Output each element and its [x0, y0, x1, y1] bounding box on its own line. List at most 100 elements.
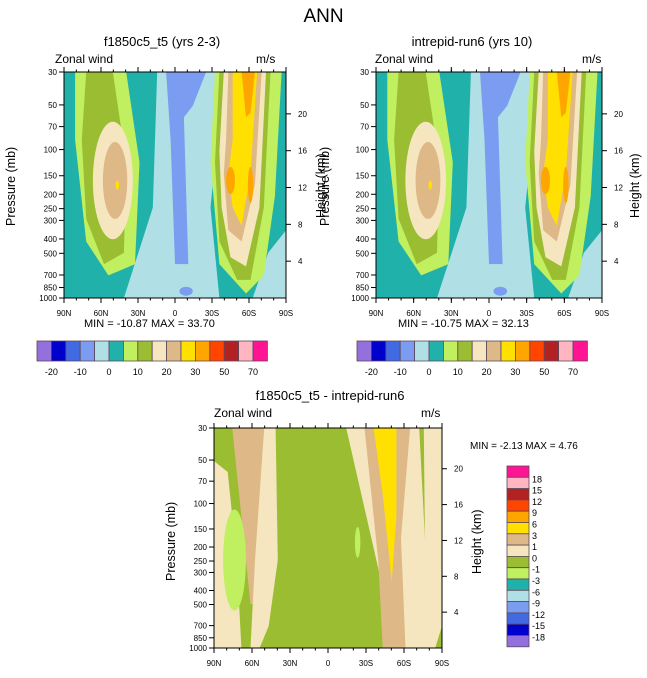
y-tick-label: 200 [356, 190, 370, 199]
plot-area [214, 428, 442, 648]
x-tick-label: 90N [57, 309, 72, 318]
colorbar-swatch [123, 340, 139, 362]
colorbar-swatch [385, 340, 401, 362]
x-tick-label: 90S [279, 309, 293, 318]
y-tick-label: 150 [194, 525, 208, 534]
colorbar-label: 50 [219, 367, 229, 377]
x-tick-label: 30S [205, 309, 219, 318]
colorbar-label: 15 [532, 486, 542, 496]
contour-fill-minus5-to-0 [179, 286, 193, 296]
y-tick-label: 200 [44, 190, 58, 199]
y-tick-label: 50 [198, 456, 207, 465]
y-tick-label: 250 [44, 205, 58, 214]
x-tick-label: 60S [242, 309, 256, 318]
x-tick-label: 0 [173, 309, 178, 318]
colorbar-swatch [506, 612, 530, 625]
height-tick-label: 12 [298, 184, 307, 193]
y-tick-label: 300 [44, 216, 58, 225]
colorbar-swatch [486, 340, 502, 362]
colorbar-swatch [506, 465, 530, 478]
x-tick-label: 30N [131, 309, 146, 318]
contour-fill-0-to-1 [423, 428, 442, 648]
y-tick-label: 70 [198, 477, 207, 486]
height-tick-label: 8 [298, 220, 303, 229]
contour-fill-0-to-1 [286, 549, 306, 646]
y-tick-label: 500 [194, 601, 208, 610]
colorbar-swatch [151, 340, 167, 362]
colorbar-swatch [506, 510, 530, 523]
panel-3-minmax: MIN = -2.13 MAX = 4.76 [470, 441, 578, 452]
panel-3-plot: 305070100150200250300400500700850100090N… [189, 423, 463, 668]
contour-fill-40-to-50 [226, 166, 235, 195]
y-tick-label: 300 [356, 216, 370, 225]
colorbar-label: 0 [106, 367, 111, 377]
colorbar-swatch [572, 340, 588, 362]
panel-1-minmax: MIN = -10.87 MAX = 33.70 [84, 318, 215, 330]
y-tick-label: 250 [356, 205, 370, 214]
panel-1-left-label: Zonal wind [55, 52, 114, 66]
colorbar-swatch [506, 567, 530, 580]
panel-2-left-label: Zonal wind [375, 52, 434, 66]
y-tick-label: 150 [44, 172, 58, 181]
height-tick-label: 16 [454, 501, 463, 510]
colorbar-swatch [223, 340, 239, 362]
y-tick-label: 850 [356, 284, 370, 293]
colorbar-swatch [506, 556, 530, 569]
contour-fill-25-to-30 [415, 142, 441, 219]
x-tick-label: 90N [369, 309, 384, 318]
contour-fill-minus5-to-0 [480, 72, 521, 265]
y-tick-label: 30 [48, 68, 57, 77]
y-tick-label: 250 [194, 557, 208, 566]
colorbar-swatch [79, 340, 96, 362]
contour-fill-3-to-6 [373, 428, 397, 582]
x-tick-label: 30N [283, 659, 298, 668]
y-tick-label: 1000 [39, 294, 57, 303]
y-tick-label: 400 [356, 235, 370, 244]
colorbar-label: -3 [532, 576, 540, 586]
colorbar-swatch [506, 522, 530, 535]
colorbar-label: -10 [74, 367, 87, 377]
height-tick-label: 8 [454, 572, 459, 581]
colorbar-swatch [443, 340, 459, 362]
contour-fill-minus5-to-0 [166, 72, 207, 265]
colorbar-swatch [428, 340, 444, 362]
contour-fill-40-to-50 [556, 72, 571, 118]
x-tick-label: 90S [435, 659, 449, 668]
colorbar-swatch [500, 340, 516, 362]
colorbar-label: -9 [532, 599, 540, 609]
colorbar-label: -10 [394, 367, 407, 377]
height-tick-label: 12 [454, 536, 463, 545]
contour-fill-minus5-to-0 [493, 286, 508, 296]
colorbar-label: 6 [532, 520, 537, 530]
plot-area [64, 72, 286, 298]
colorbar-label: 50 [539, 367, 549, 377]
x-tick-label: 60S [397, 659, 411, 668]
colorbar-label: 0 [426, 367, 431, 377]
colorbar-swatch [543, 340, 559, 362]
colorbar-label: 0 [532, 553, 537, 563]
colorbar-label: -18 [532, 633, 545, 643]
y-tick-label: 850 [194, 634, 208, 643]
x-tick-label: 60S [557, 309, 571, 318]
y-tick-label: 70 [360, 123, 369, 132]
colorbar-swatch [471, 340, 487, 362]
colorbar-label: 30 [510, 367, 520, 377]
y-tick-label: 400 [194, 587, 208, 596]
contour-fill-25-to-30 [102, 142, 128, 219]
colorbar-swatch [506, 589, 530, 603]
y-tick-label: 1000 [189, 644, 207, 653]
y-tick-label: 700 [194, 622, 208, 631]
y-tick-label: 700 [44, 271, 58, 280]
x-tick-label: 30S [520, 309, 534, 318]
colorbar-swatch [506, 601, 530, 614]
panel-2-title: intrepid-run6 (yrs 10) [411, 34, 533, 49]
contour-fill-40-to-50 [540, 166, 551, 195]
panel-2-colorbar: -20 -10 0 10 20 30 50 70 [356, 340, 588, 377]
y-tick-label: 100 [356, 146, 370, 155]
contour-fill-minus3-to-minus1 [223, 509, 246, 611]
panel-3-units-label: m/s [421, 406, 441, 420]
colorbar-swatch [506, 578, 530, 591]
colorbar-swatch [506, 623, 530, 636]
panel-3-left-label: Zonal wind [214, 406, 273, 420]
